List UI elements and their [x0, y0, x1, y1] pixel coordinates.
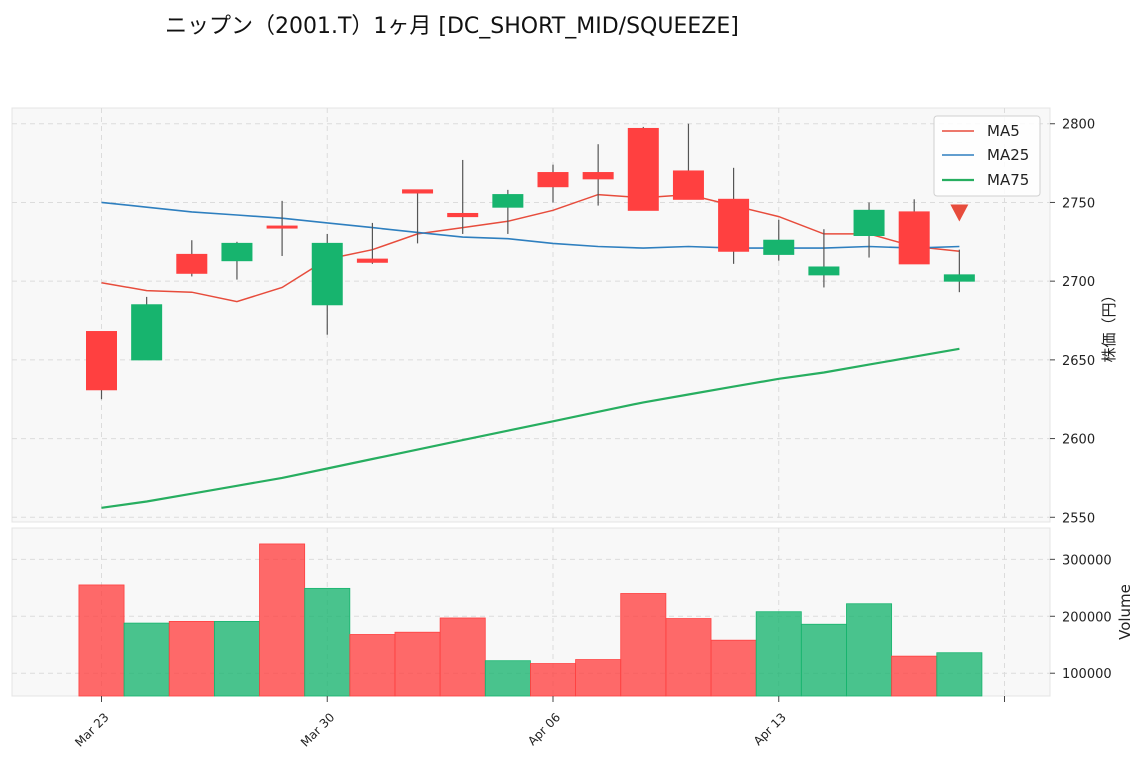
candle	[131, 296, 163, 361]
volume-axis-label: Volume	[1116, 584, 1134, 640]
candle-body	[943, 274, 975, 282]
candle-body	[853, 209, 885, 237]
ma-line-ma25	[101, 201, 960, 249]
volume-tick-label: 100000	[1062, 667, 1112, 682]
volume-bar	[575, 659, 622, 697]
candle	[537, 164, 569, 203]
candle	[582, 144, 614, 206]
legend-label-ma25: MA25	[987, 146, 1029, 164]
volume-bar	[936, 652, 983, 697]
volume-panel: 100000 200000 300000 Volume	[11, 527, 1134, 697]
candle	[763, 219, 795, 261]
price-tick-label: 2800	[1062, 118, 1095, 133]
price-tick-label: 2700	[1062, 275, 1095, 290]
volume-bar	[891, 655, 938, 697]
legend-label-ma75: MA75	[987, 171, 1029, 189]
candle-body	[582, 172, 614, 180]
volume-bar	[484, 660, 531, 697]
volume-bar	[349, 634, 396, 697]
candle	[266, 200, 298, 256]
candle-body	[266, 225, 298, 229]
candles	[86, 123, 975, 400]
volume-bar	[259, 543, 306, 697]
candle-body	[898, 211, 930, 265]
candle	[447, 159, 479, 234]
candle	[176, 240, 208, 277]
price-tick-label: 2750	[1062, 196, 1095, 211]
candle	[402, 189, 434, 244]
candle-body	[492, 194, 524, 208]
candle	[86, 331, 117, 400]
candle	[718, 167, 750, 264]
candle-body	[176, 253, 208, 274]
volume-bar	[394, 631, 441, 697]
ma-line-ma75	[101, 347, 960, 509]
candle	[853, 202, 885, 258]
candle-body	[808, 266, 840, 276]
candle	[943, 249, 975, 293]
legend-box	[933, 115, 1041, 197]
candle-body	[627, 127, 659, 211]
volume-bar	[530, 663, 576, 697]
candle-body	[718, 198, 750, 252]
volume-bar	[439, 617, 486, 697]
candle	[627, 126, 659, 211]
ma-lines	[101, 193, 960, 509]
candle-body	[447, 212, 479, 218]
volume-axis: 100000 200000 300000	[1050, 553, 1112, 682]
volume-bar	[123, 622, 170, 697]
candle-body	[86, 331, 117, 391]
candle	[311, 233, 343, 335]
legend-label-ma5: MA5	[987, 122, 1020, 140]
volume-bar	[665, 618, 712, 697]
x-tick-label: Mar 30	[298, 710, 337, 749]
candle	[672, 123, 704, 200]
price-axis-label: 株価（円）	[1100, 287, 1118, 362]
candle	[356, 222, 388, 264]
volume-bar	[755, 611, 802, 697]
volume-bar	[800, 623, 847, 697]
price-plot-background	[11, 107, 1051, 523]
candle-body	[402, 189, 434, 194]
volume-bars	[78, 543, 983, 697]
volume-tick-label: 200000	[1062, 610, 1112, 625]
x-tick-label: Apr 13	[751, 710, 789, 748]
price-axis: 2550 2600 2650 2700 2750 2800	[1050, 118, 1095, 526]
volume-bar	[846, 603, 893, 697]
x-tick-label: Mar 23	[72, 710, 111, 749]
candle-body	[763, 239, 795, 255]
candle-body	[221, 242, 253, 262]
volume-bar	[620, 593, 667, 697]
volume-bar	[304, 587, 351, 697]
candle-body	[311, 242, 343, 306]
candle	[898, 199, 930, 265]
volume-tick-label: 300000	[1062, 553, 1112, 568]
volume-bar	[168, 620, 215, 697]
candle-body	[672, 170, 704, 200]
candle-body	[131, 304, 163, 361]
ma-line-ma5	[101, 193, 960, 303]
price-gridlines	[12, 108, 1050, 522]
chart-title: ニップン（2001.T）1ヶ月 [DC_SHORT_MID/SQUEEZE]	[165, 14, 739, 39]
price-panel: 2550 2600 2650 2700 2750 2800 株価（円） MA5 MA25 …	[11, 107, 1118, 526]
candle-body	[537, 172, 569, 188]
x-axis: Mar 23 Mar 30 Apr 06 Apr 13	[72, 696, 1005, 750]
price-tick-label: 2600	[1062, 433, 1095, 448]
signal-markers	[950, 204, 969, 222]
legend: MA5 MA25 MA75	[933, 115, 1041, 197]
candle-body	[356, 258, 388, 263]
volume-bar	[78, 584, 125, 697]
volume-bar	[710, 639, 757, 697]
price-tick-label: 2650	[1062, 354, 1095, 369]
candle	[808, 229, 840, 288]
candle	[221, 241, 253, 280]
price-tick-label: 2550	[1062, 511, 1095, 526]
candle	[492, 189, 524, 234]
sell-signal-marker	[950, 204, 969, 222]
x-tick-label: Apr 06	[525, 710, 563, 748]
volume-bar	[213, 620, 260, 697]
